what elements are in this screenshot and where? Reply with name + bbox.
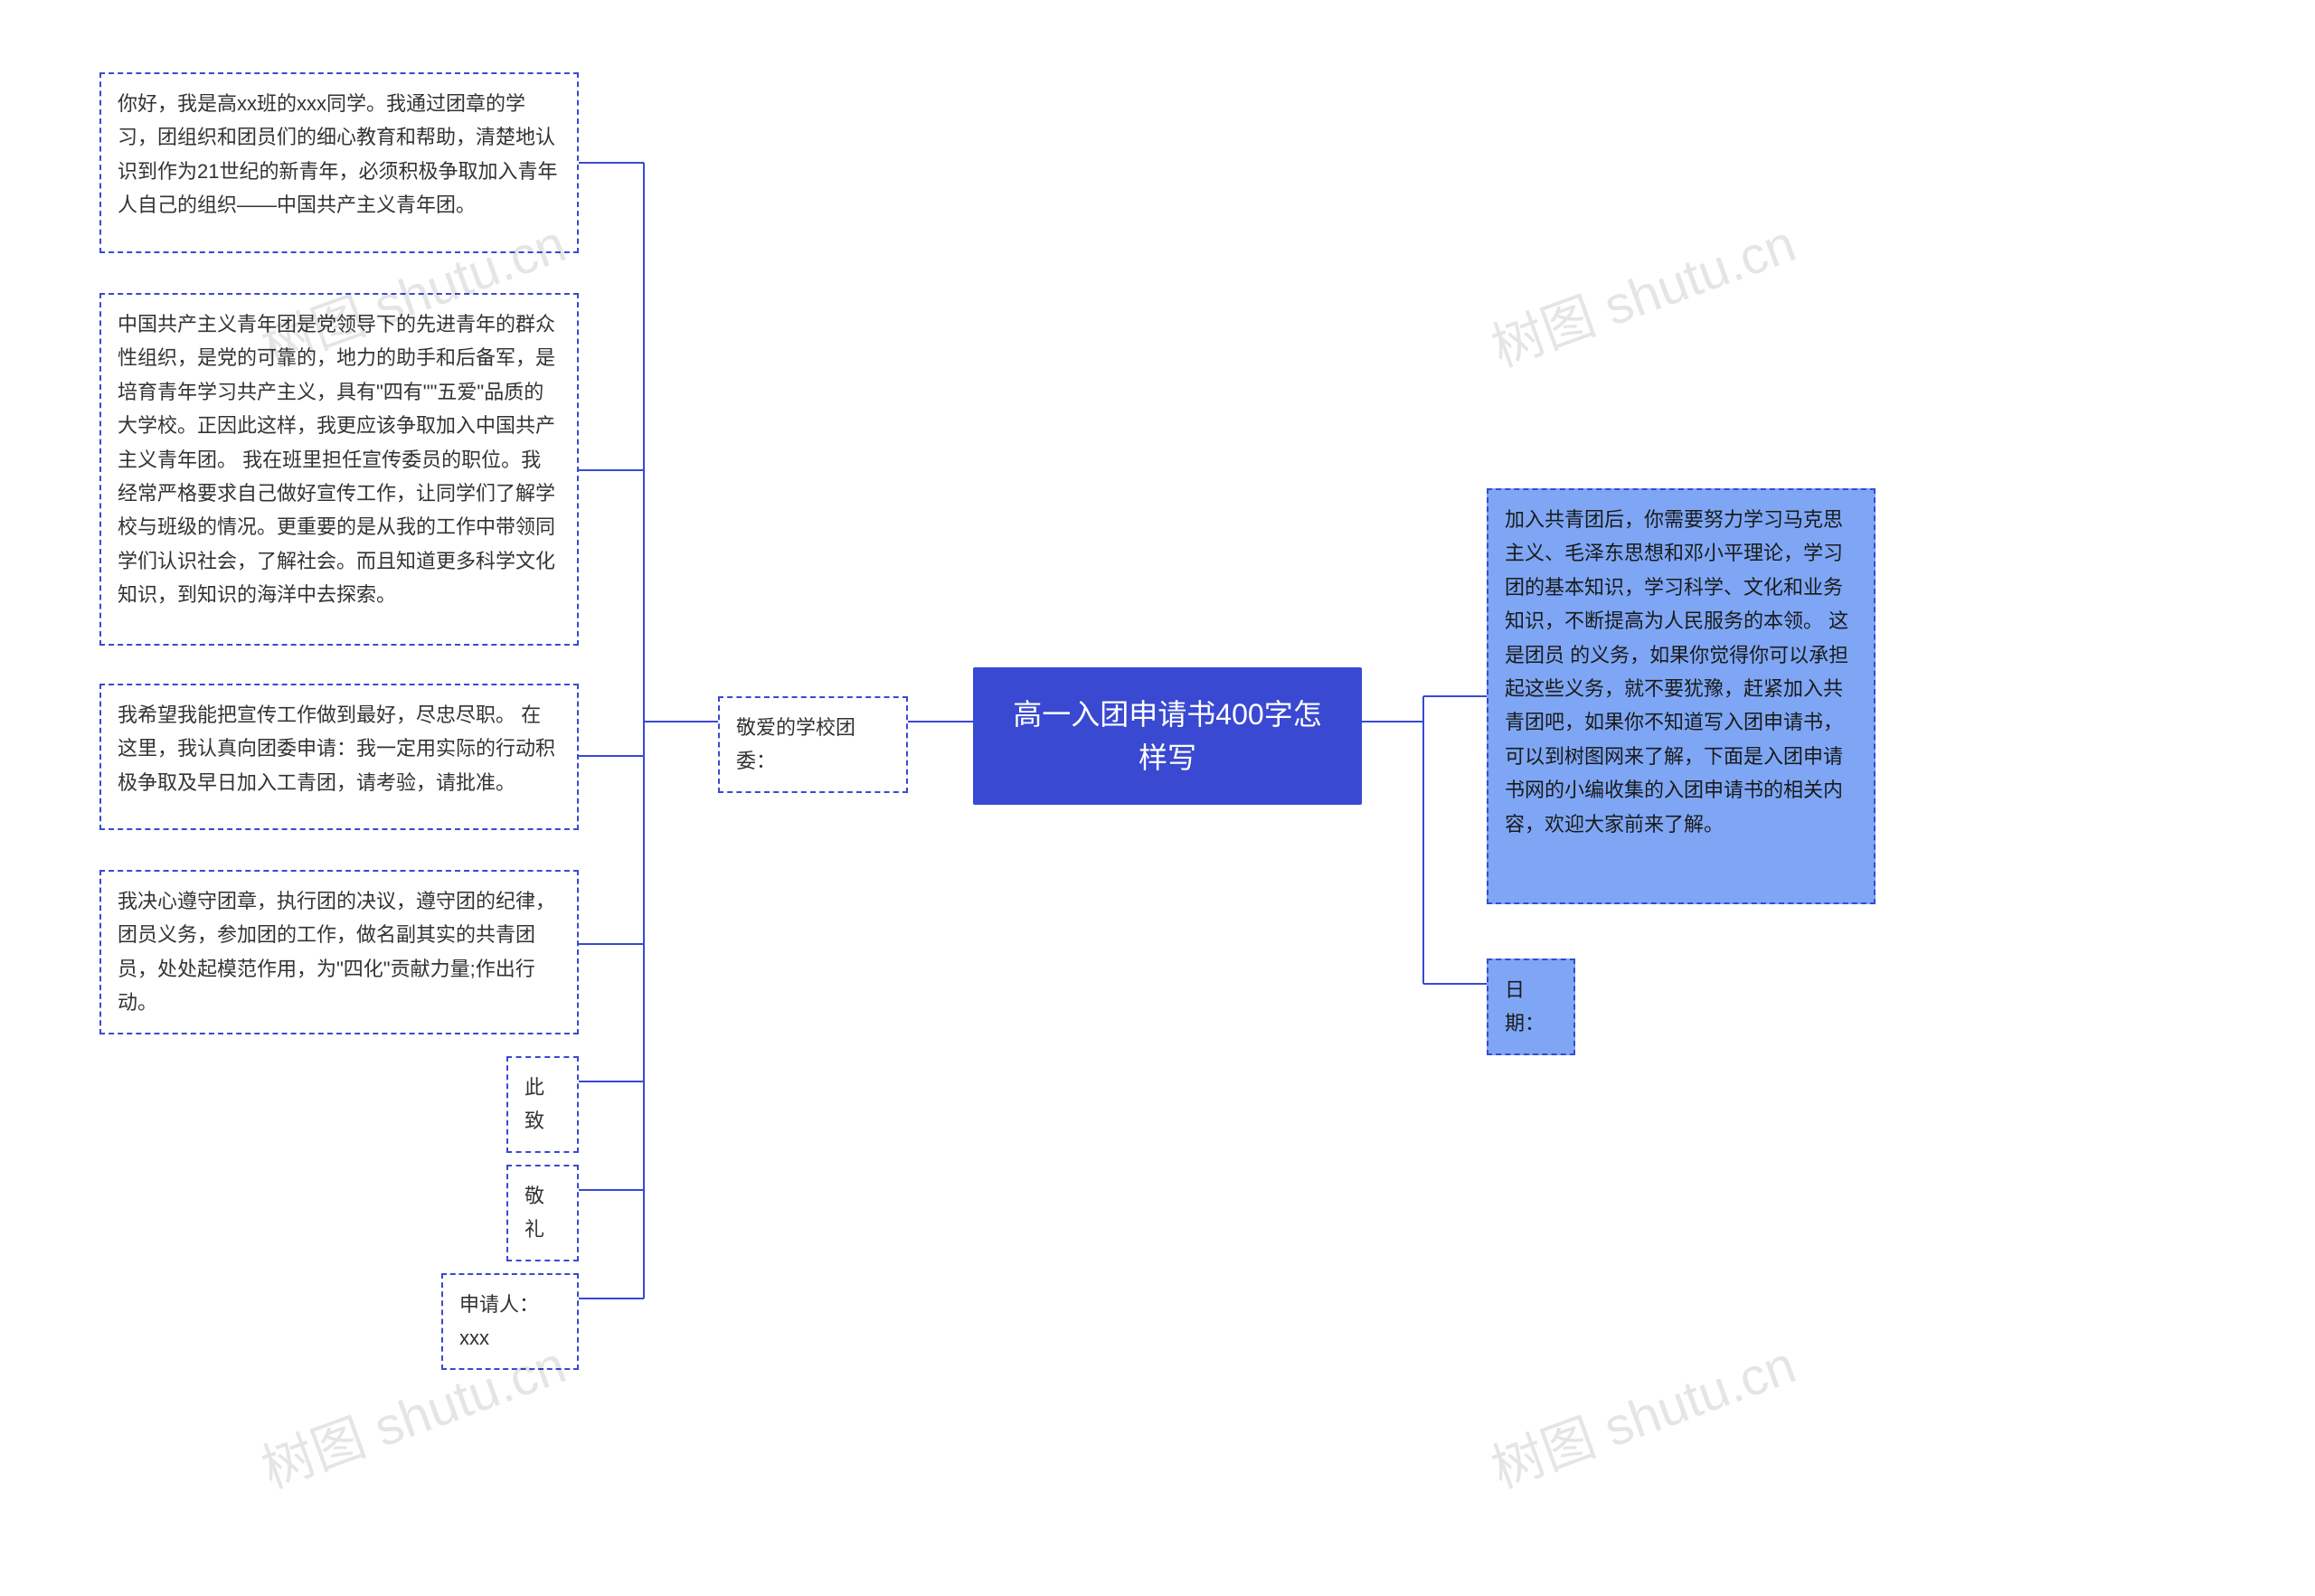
left-child-node[interactable]: 此致: [506, 1056, 579, 1153]
left-child-node[interactable]: 敬礼: [506, 1165, 579, 1261]
right-child-node[interactable]: 日期：: [1487, 959, 1575, 1055]
watermark-text: 树图 shutu.cn: [1479, 201, 1804, 381]
left-child-node[interactable]: 我决心遵守团章，执行团的决议，遵守团的纪律，团员义务，参加团的工作，做名副其实的…: [99, 870, 579, 1034]
left-branch-label[interactable]: 敬爱的学校团委：: [718, 696, 908, 793]
root-node[interactable]: 高一入团申请书400字怎样写: [973, 667, 1362, 805]
left-child-node[interactable]: 中国共产主义青年团是党领导下的先进青年的群众性组织，是党的可靠的，地力的助手和后…: [99, 293, 579, 646]
left-child-node[interactable]: 申请人：xxx: [441, 1273, 579, 1370]
left-child-node[interactable]: 你好，我是高xx班的xxx同学。我通过团章的学习，团组织和团员们的细心教育和帮助…: [99, 72, 579, 253]
right-child-node[interactable]: 加入共青团后，你需要努力学习马克思主义、毛泽东思想和邓小平理论，学习团的基本知识…: [1487, 488, 1876, 904]
left-child-node[interactable]: 我希望我能把宣传工作做到最好，尽忠尽职。 在这里，我认真向团委申请：我一定用实际…: [99, 684, 579, 830]
watermark-text: 树图 shutu.cn: [1479, 1322, 1804, 1502]
